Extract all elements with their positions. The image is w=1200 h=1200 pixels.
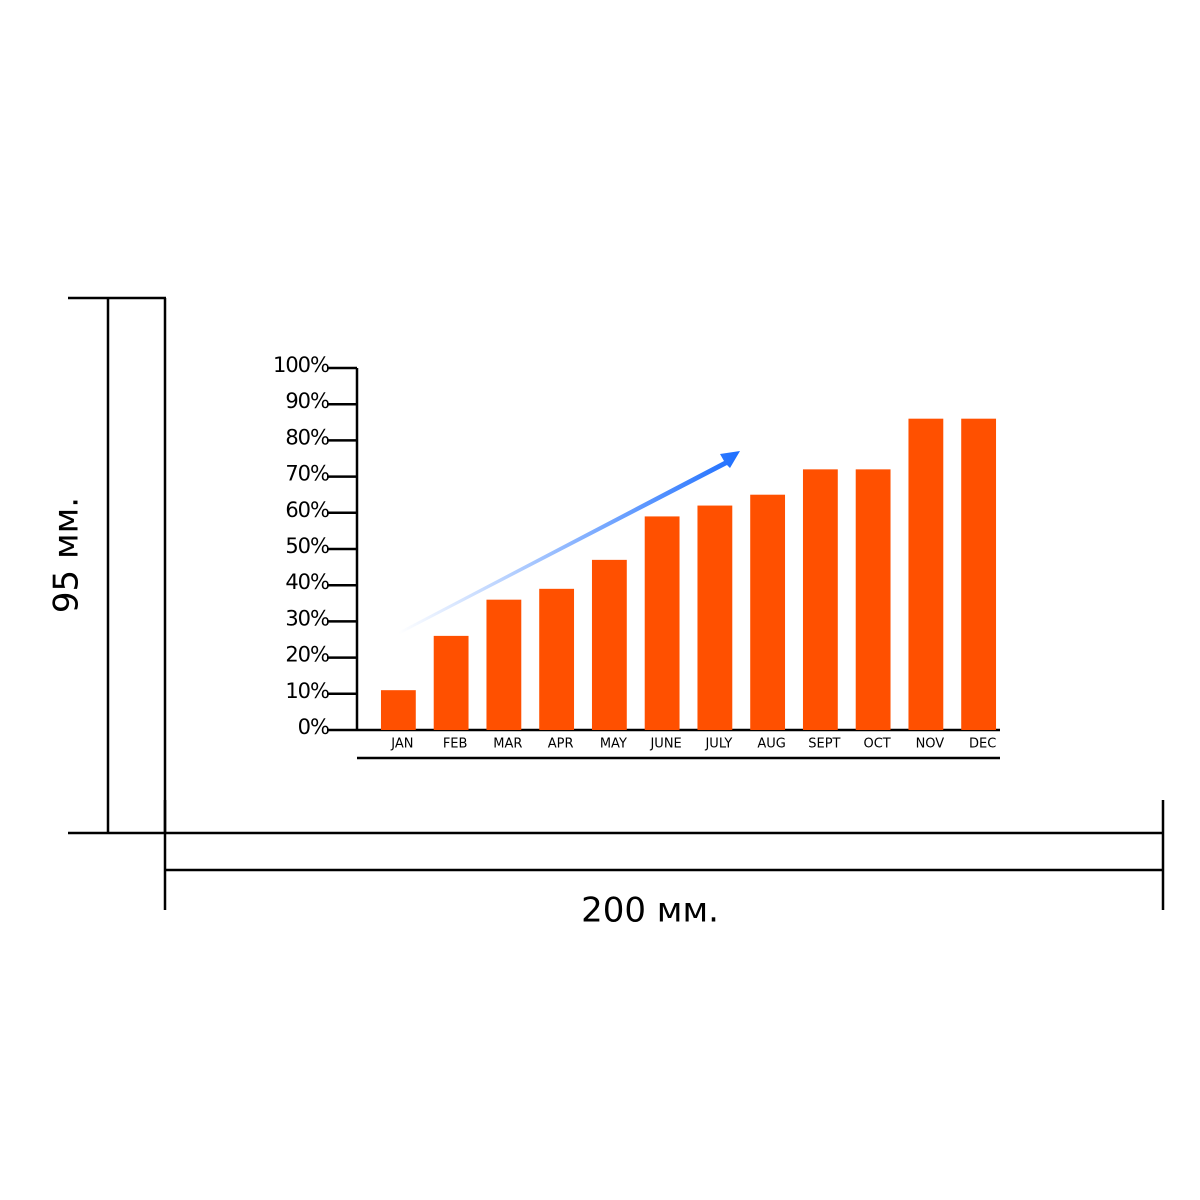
x-tick-label: JAN — [390, 737, 413, 752]
bar — [644, 516, 680, 730]
y-tick-label: 60% — [285, 498, 329, 522]
bar — [908, 418, 944, 730]
bar — [802, 469, 838, 730]
trend-arrow — [398, 451, 740, 634]
bar — [433, 635, 469, 730]
bar — [750, 494, 786, 730]
bar — [380, 690, 416, 730]
plot: 0% 10% 20% 30% 40% 50% 60% 70% 80% 90% 100% JAN FEB M… — [273, 353, 1000, 760]
x-tick-label: DEC — [969, 737, 996, 752]
y-tick-label: 80% — [285, 425, 329, 449]
bar — [961, 418, 997, 730]
y-tick-label: 10% — [285, 679, 329, 703]
y-tick-label: 70% — [285, 462, 329, 486]
x-tick-label: NOV — [916, 737, 945, 752]
y-tick-label: 90% — [285, 389, 329, 413]
x-tick-label: AUG — [757, 737, 785, 752]
y-tick-label: 50% — [285, 534, 329, 558]
y-tick-label: 40% — [285, 570, 329, 594]
x-tick-label: APR — [548, 737, 574, 752]
x-tick-label: JUNE — [649, 737, 681, 752]
y-tick-label: 0% — [298, 715, 329, 739]
x-tick-label: OCT — [863, 737, 890, 752]
y-tick-label: 20% — [285, 643, 329, 667]
x-tick-label: SEPT — [808, 737, 840, 752]
bar — [697, 505, 733, 730]
y-tick-label: 100% — [273, 353, 329, 377]
dimension-lines — [68, 296, 1165, 910]
width-label: 200 мм. — [581, 891, 719, 931]
x-tick-label: JULY — [704, 737, 732, 752]
bar — [855, 469, 891, 730]
x-tick-label: FEB — [443, 737, 468, 752]
bar — [591, 559, 627, 730]
bar — [486, 599, 522, 730]
x-tick-label: MAR — [493, 737, 522, 752]
height-label: 95 мм. — [47, 497, 87, 613]
bar — [539, 588, 575, 730]
y-tick-label: 30% — [285, 606, 329, 630]
x-tick-label: MAY — [600, 737, 627, 752]
